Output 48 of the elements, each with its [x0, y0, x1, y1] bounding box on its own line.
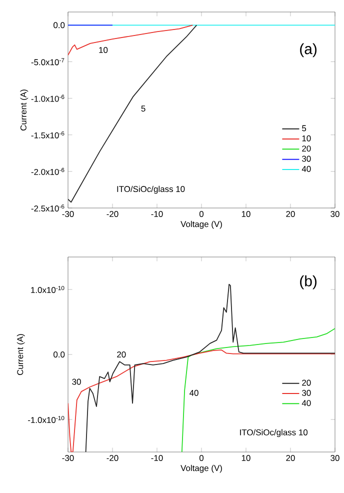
- legend-label: 30: [302, 390, 311, 396]
- x-tick-label: -20: [106, 211, 118, 218]
- annotation: ITO/SiOc/glass 10: [240, 429, 308, 438]
- x-tick-label: -20: [106, 455, 118, 462]
- line-series: [181, 328, 335, 452]
- x-tick-label: 0: [199, 211, 204, 218]
- legend-label: 5: [302, 125, 306, 132]
- x-tick-label: 0: [199, 455, 204, 462]
- line-series: [68, 24, 194, 56]
- annotation: 20: [117, 352, 126, 358]
- y-tick-label: -5.0x10$^{-7}$: [31, 58, 64, 66]
- line-series: [68, 350, 335, 452]
- x-tick-label: 20: [286, 455, 295, 462]
- y-tick-label: -2.5x10$^{-6}$: [31, 204, 64, 212]
- legend-label: 30: [302, 156, 311, 162]
- y-tick-label: 1.0x10$^{-10}$: [31, 286, 64, 294]
- x-tick-label: -10: [151, 211, 163, 218]
- y-tick-label: -2.0x10$^{-6}$: [31, 168, 64, 175]
- y-axis-title: Current (A): [20, 90, 28, 130]
- x-tick-label: 30: [330, 455, 340, 462]
- annotation: 5: [141, 106, 146, 112]
- x-tick-label: 10: [242, 455, 250, 462]
- legend-label: 40: [302, 400, 311, 406]
- x-axis-title: Voltage (V): [180, 464, 222, 473]
- x-tick-label: 30: [330, 211, 340, 218]
- annotation: 10: [99, 47, 108, 54]
- y-tick-label: -1.0x10$^{-10}$: [28, 416, 64, 424]
- y-tick-label: 0.0: [54, 22, 65, 28]
- annotation: ITO/SiOc/glass 10: [117, 186, 185, 194]
- x-tick-label: 10: [242, 211, 250, 218]
- legend-label: 40: [302, 166, 311, 172]
- annotation: (a): [300, 43, 316, 58]
- x-tick-label: -30: [62, 211, 74, 218]
- legend-label: 20: [302, 380, 311, 386]
- y-tick-label: -1.0x10$^{-6}$: [31, 94, 64, 102]
- x-tick-label: 20: [286, 211, 295, 218]
- legend-label: 20: [302, 146, 311, 152]
- annotation: 40: [190, 390, 198, 396]
- annotation: (b): [300, 275, 316, 290]
- x-tick-label: -10: [151, 455, 163, 462]
- y-tick-label: 0.0: [54, 352, 65, 358]
- y-tick-label: -1.5x10$^{-6}$: [31, 131, 64, 138]
- line-series: [68, 24, 198, 203]
- x-axis-title: Voltage (V): [180, 220, 222, 229]
- x-tick-label: -30: [62, 455, 74, 462]
- y-axis-title: Current (A): [16, 334, 25, 375]
- legend-label: 10: [302, 135, 311, 142]
- annotation: 30: [72, 378, 81, 385]
